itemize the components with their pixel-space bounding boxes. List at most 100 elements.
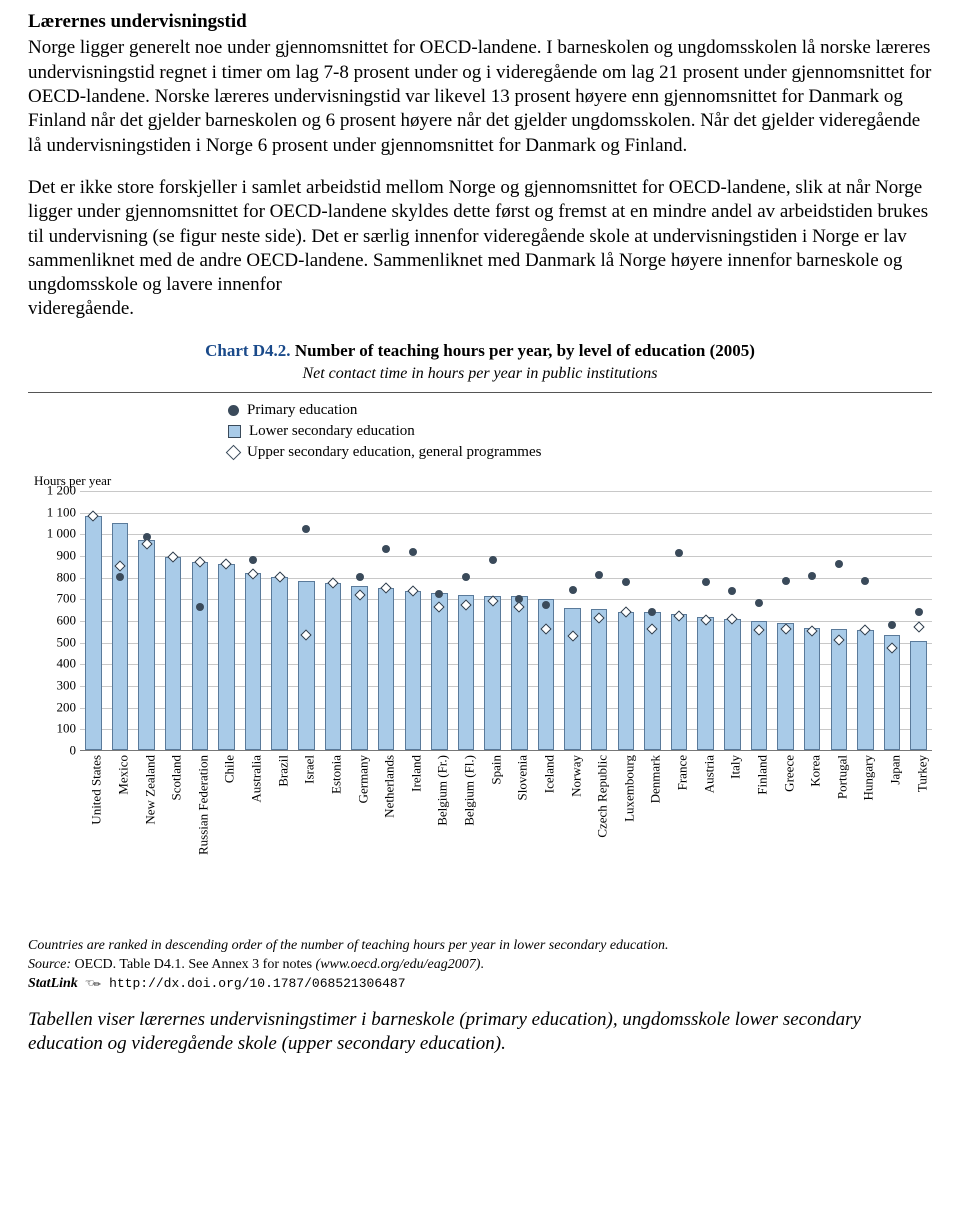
x-label: Russian Federation: [196, 755, 213, 855]
bar: [857, 630, 874, 750]
primary-marker: [356, 573, 364, 581]
bar: [910, 641, 927, 750]
x-label: Luxembourg: [622, 755, 639, 822]
primary-marker: [302, 525, 310, 533]
chart-subtitle: Net contact time in hours per year in pu…: [28, 364, 932, 384]
primary-marker: [196, 603, 204, 611]
primary-marker: [702, 578, 710, 586]
x-label: Czech Republic: [595, 755, 612, 838]
y-tick: 300: [57, 678, 77, 695]
bar: [218, 564, 235, 750]
x-label: Slovenia: [515, 755, 532, 801]
paragraph-2-text: Det er ikke store forskjeller i samlet a…: [28, 177, 928, 295]
primary-marker: [382, 545, 390, 553]
primary-marker: [116, 573, 124, 581]
gridline: [80, 534, 932, 535]
bar: [458, 595, 475, 750]
bar: [831, 629, 848, 750]
gridline: [80, 513, 932, 514]
bar: [85, 516, 102, 750]
gridline: [80, 556, 932, 557]
primary-marker: [569, 586, 577, 594]
primary-marker: [595, 571, 603, 579]
legend-primary-label: Primary education: [247, 401, 357, 420]
y-tick: 0: [70, 743, 77, 760]
x-label: Germany: [355, 755, 372, 803]
y-axis-label: Hours per year: [34, 473, 932, 490]
y-tick: 1 100: [47, 505, 76, 522]
primary-marker: [915, 608, 923, 616]
chart-rule: [28, 392, 932, 393]
source-note: Source: OECD. Table D4.1. See Annex 3 fo…: [28, 956, 932, 975]
x-label: Turkey: [914, 755, 931, 792]
x-label: Finland: [755, 755, 772, 795]
y-tick: 700: [57, 591, 77, 608]
x-label: New Zealand: [142, 755, 159, 825]
statlink: StatLink ☜✏ http://dx.doi.org/10.1787/06…: [28, 975, 932, 994]
primary-marker: [782, 577, 790, 585]
x-label: United States: [89, 755, 106, 825]
x-label: France: [675, 755, 692, 790]
bar: [591, 609, 608, 750]
chart-title-main: Number of teaching hours per year, by le…: [291, 341, 755, 360]
primary-marker: [435, 590, 443, 598]
x-label: Greece: [781, 755, 798, 792]
bar: [511, 596, 528, 750]
rank-note: Countries are ranked in descending order…: [28, 937, 932, 956]
x-label: Belgium (Fr.): [435, 755, 452, 826]
bar: [245, 573, 262, 751]
x-label: Australia: [249, 755, 266, 803]
chart-area: 1 2001 1001 0009008007006005004003002001…: [28, 491, 932, 801]
bar: [751, 621, 768, 750]
bar: [431, 593, 448, 750]
primary-marker: [542, 601, 550, 609]
y-tick: 800: [57, 570, 77, 587]
bar: [671, 614, 688, 751]
bar: [165, 557, 182, 750]
square-icon: [228, 425, 241, 438]
circle-icon: [228, 405, 239, 416]
y-axis: 1 2001 1001 0009008007006005004003002001…: [28, 491, 80, 751]
y-tick: 1 000: [47, 526, 76, 543]
bar: [378, 588, 395, 751]
y-tick: 400: [57, 656, 77, 673]
plot-area: United StatesMexicoNew ZealandScotlandRu…: [80, 491, 932, 751]
bar: [112, 523, 129, 750]
y-tick: 1 200: [47, 483, 76, 500]
bar: [405, 591, 422, 750]
paragraph-2-cont: videregående.: [28, 298, 134, 319]
x-label: Norway: [568, 755, 585, 797]
bar: [271, 577, 288, 750]
bar: [804, 628, 821, 750]
primary-marker: [755, 599, 763, 607]
x-label: Mexico: [116, 755, 133, 795]
statlink-icon: ☜✏: [86, 976, 102, 991]
legend-upper-label: Upper secondary education, general progr…: [247, 443, 541, 462]
bar: [484, 596, 501, 750]
y-tick: 200: [57, 700, 77, 717]
y-tick: 500: [57, 635, 77, 652]
paragraph-2: Det er ikke store forskjeller i samlet a…: [28, 176, 932, 322]
y-tick: 900: [57, 548, 77, 565]
primary-marker: [249, 556, 257, 564]
primary-marker: [675, 549, 683, 557]
x-label: Portugal: [835, 755, 852, 799]
primary-marker: [835, 560, 843, 568]
bar: [777, 623, 794, 750]
table-caption: Tabellen viser lærernes undervisningstim…: [28, 1008, 932, 1057]
chart-title-label: Chart D4.2.: [205, 341, 290, 360]
upper-marker: [913, 621, 924, 632]
primary-marker: [861, 577, 869, 585]
primary-marker: [622, 578, 630, 586]
diamond-icon: [226, 445, 242, 461]
bar: [618, 612, 635, 751]
primary-marker: [888, 621, 896, 629]
x-label: Korea: [808, 755, 825, 787]
x-label: Austria: [701, 755, 718, 793]
legend-lower-label: Lower secondary education: [249, 422, 415, 441]
chart-notes: Countries are ranked in descending order…: [28, 937, 932, 994]
legend-primary: Primary education: [228, 401, 932, 420]
bar: [325, 583, 342, 750]
bar: [351, 586, 368, 750]
x-label: Israel: [302, 755, 319, 784]
